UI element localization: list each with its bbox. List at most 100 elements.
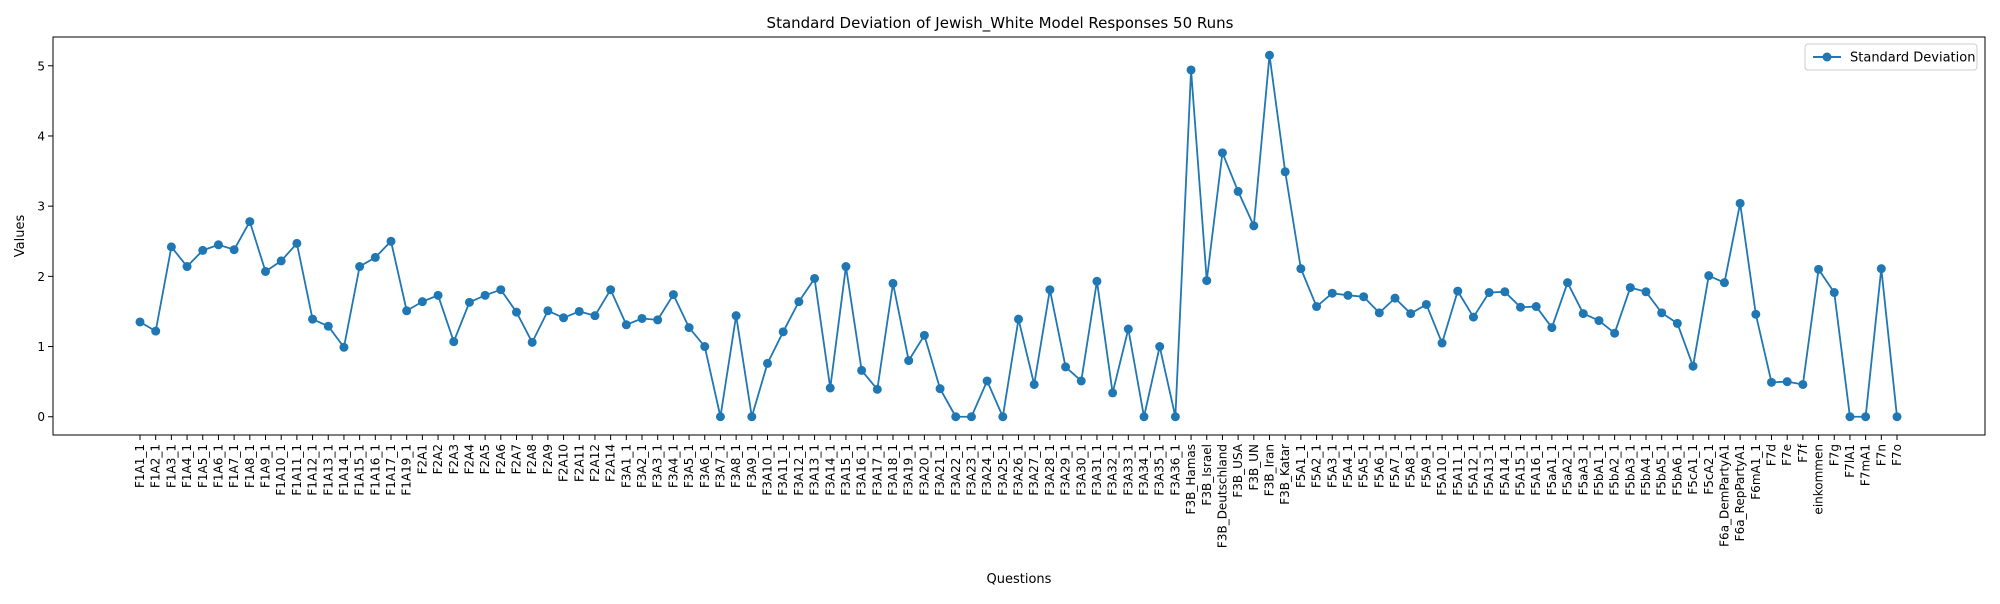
x-tick-label: F3A11_1 [776, 444, 790, 496]
x-tick-label: F7lA1 [1843, 444, 1857, 478]
x-tick-label: F3A4_1 [666, 444, 680, 488]
data-point [229, 245, 239, 255]
x-tick-label: F1A1_1 [133, 444, 147, 488]
data-point [700, 342, 710, 352]
data-point [1531, 302, 1541, 312]
data-point [480, 290, 490, 300]
data-point [1594, 316, 1604, 326]
data-point [841, 262, 851, 272]
x-tick-label: F1A2_1 [149, 444, 163, 488]
x-tick-label: F1A13_1 [321, 444, 335, 496]
x-tick-label: F3A20_1 [917, 444, 931, 496]
x-tick-label: F3A15_1 [839, 444, 853, 496]
series-layer [135, 50, 1902, 422]
data-point [1186, 65, 1196, 75]
data-point [1876, 264, 1886, 274]
x-tick-label: F3A36_1 [1168, 444, 1182, 496]
x-tick-label: F1A15_1 [353, 444, 367, 496]
x-tick-label: F6mA1_1 [1749, 444, 1763, 500]
ticks-layer: 0 1 2 3 4 5 F1A1_1 F1A2_1 F1A3_1 F1A4_1 F1A5_1 F1A6… [37, 59, 1904, 548]
x-tick-label: F5A14_1 [1498, 444, 1512, 496]
x-tick-label: F1A5_1 [196, 444, 210, 488]
plot-frame [52, 36, 1986, 436]
data-point [1280, 167, 1290, 177]
x-tick-label: F1A4_1 [180, 444, 194, 488]
data-point [794, 297, 804, 307]
data-point [1014, 314, 1023, 324]
x-tick-label: F3A1_1 [619, 444, 633, 488]
x-tick-label: F5A6_1 [1372, 444, 1386, 488]
y-tick-label: 3 [37, 200, 45, 214]
data-point [261, 266, 270, 276]
data-point [1421, 299, 1431, 309]
x-tick-label: F1A12_1 [306, 444, 320, 496]
x-tick-label: F1A3_1 [164, 444, 178, 488]
data-point [1845, 412, 1855, 422]
data-point [1123, 324, 1133, 334]
x-tick-label: F2A3 [447, 444, 461, 474]
data-point [1672, 318, 1682, 328]
x-tick-label: F2A8 [525, 444, 539, 474]
x-tick-label: F3A21_1 [933, 444, 947, 496]
data-point [1217, 148, 1227, 158]
data-point [1249, 221, 1259, 231]
data-point [1719, 278, 1729, 288]
data-point [763, 358, 772, 368]
x-tick-label: F3B_USA [1231, 443, 1245, 497]
data-point [1500, 287, 1510, 297]
x-tick-label: F1A17_1 [384, 444, 398, 496]
data-point [998, 412, 1008, 422]
data-point [276, 256, 286, 266]
data-point [1625, 283, 1635, 293]
x-tick-label: F5aA2_1 [1561, 444, 1575, 495]
data-point [1029, 379, 1039, 389]
x-tick-label: F5aA3_1 [1576, 444, 1590, 495]
data-point [386, 236, 396, 246]
legend-marker-swatch [1822, 52, 1832, 62]
x-tick-label: F1A7_1 [227, 444, 241, 488]
x-tick-label: F3A10_1 [761, 444, 775, 496]
x-tick-label: F2A7 [510, 444, 524, 474]
data-point [1045, 285, 1055, 295]
data-point [198, 245, 208, 255]
data-point [1516, 302, 1525, 312]
x-tick-label: F7f [1796, 443, 1810, 463]
legend-box [1804, 43, 1978, 71]
x-tick-label: F3B_Deutschland [1215, 444, 1229, 548]
x-tick-label: F3A23_1 [964, 444, 978, 496]
x-tick-label: F3A5_1 [682, 444, 696, 488]
x-tick-label: F3A34_1 [1137, 444, 1151, 496]
x-tick-label: F3A8_1 [729, 444, 743, 488]
x-tick-label: F1A19_1 [400, 444, 414, 496]
data-point [433, 290, 443, 300]
data-point [606, 285, 616, 295]
data-point [1296, 264, 1306, 274]
x-tick-label: F5bA6_1 [1670, 444, 1684, 496]
x-tick-label: F3A2_1 [635, 444, 649, 488]
data-point [1359, 292, 1369, 302]
data-point [621, 320, 631, 330]
data-point [872, 384, 882, 394]
x-tick-label: F5cA2_1 [1702, 444, 1716, 495]
data-point [1155, 342, 1165, 352]
data-point [1484, 288, 1494, 298]
x-tick-label: F3A27_1 [1027, 444, 1041, 496]
x-tick-label: F3A17_1 [870, 444, 884, 496]
x-tick-label: F6a_DemPartyA1 [1717, 444, 1731, 547]
data-point [245, 217, 255, 227]
x-tick-label: F1A10_1 [274, 444, 288, 496]
x-tick-label: F3A28_1 [1043, 444, 1057, 496]
x-tick-label: F3A9_1 [745, 444, 759, 488]
data-point [1233, 186, 1243, 196]
x-tick-label: F5aA1_1 [1545, 444, 1559, 495]
x-tick-label: F3A25_1 [996, 444, 1010, 496]
x-tick-label: F7d [1765, 444, 1779, 466]
x-tick-label: F1A16_1 [368, 444, 382, 496]
data-point [1563, 278, 1573, 288]
x-tick-label: F3A19_1 [902, 444, 916, 496]
data-point [1892, 412, 1902, 422]
data-point [888, 278, 898, 288]
x-tick-label: F1A9_1 [259, 444, 273, 488]
